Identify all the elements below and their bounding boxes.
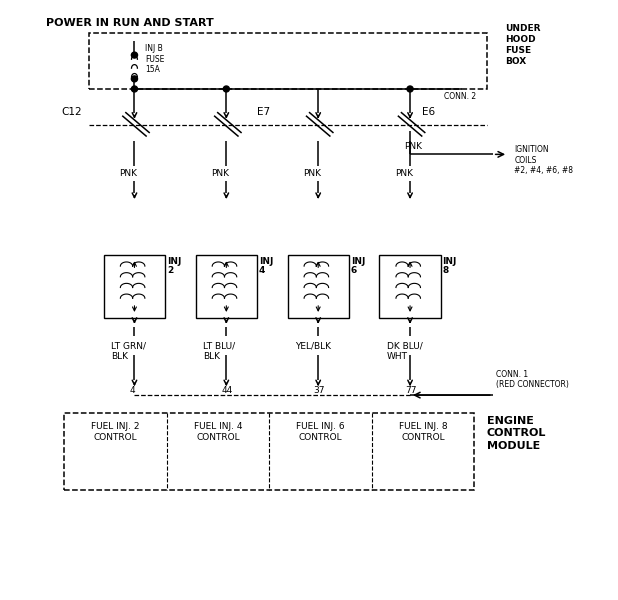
Text: 77: 77 xyxy=(405,386,417,395)
Text: PNK: PNK xyxy=(404,142,422,151)
Circle shape xyxy=(132,52,138,58)
Text: FUEL INJ. 8
CONTROL: FUEL INJ. 8 CONTROL xyxy=(399,422,447,442)
Text: E7: E7 xyxy=(257,107,270,117)
Text: FUEL INJ. 6
CONTROL: FUEL INJ. 6 CONTROL xyxy=(296,422,345,442)
Text: PNK: PNK xyxy=(395,169,413,178)
Bar xyxy=(379,256,441,318)
Text: YEL/BLK: YEL/BLK xyxy=(295,341,331,350)
Text: PNK: PNK xyxy=(211,169,229,178)
Text: CONN. 2: CONN. 2 xyxy=(444,92,476,101)
Text: INJ B
FUSE
15A: INJ B FUSE 15A xyxy=(145,44,165,74)
Text: 37: 37 xyxy=(313,386,325,395)
Bar xyxy=(88,32,486,89)
Text: PNK: PNK xyxy=(119,169,137,178)
Text: E6: E6 xyxy=(422,107,436,117)
Text: INJ
2: INJ 2 xyxy=(167,257,181,275)
Bar xyxy=(287,256,349,318)
Text: POWER IN RUN AND START: POWER IN RUN AND START xyxy=(46,17,213,28)
Text: C12: C12 xyxy=(61,107,82,117)
Text: PNK: PNK xyxy=(303,169,321,178)
Text: IGNITION
COILS
#2, #4, #6, #8: IGNITION COILS #2, #4, #6, #8 xyxy=(514,145,573,175)
Circle shape xyxy=(407,86,413,92)
Text: LT BLU/
BLK: LT BLU/ BLK xyxy=(203,341,235,361)
Circle shape xyxy=(132,86,138,92)
Text: 44: 44 xyxy=(221,386,232,395)
Text: FUEL INJ. 4
CONTROL: FUEL INJ. 4 CONTROL xyxy=(193,422,242,442)
Circle shape xyxy=(223,86,229,92)
Text: INJ
4: INJ 4 xyxy=(259,257,273,275)
Text: INJ
8: INJ 8 xyxy=(442,257,457,275)
Text: DK BLU/
WHT: DK BLU/ WHT xyxy=(387,341,423,361)
Text: LT GRN/
BLK: LT GRN/ BLK xyxy=(111,341,146,361)
Bar xyxy=(196,256,257,318)
Text: 4: 4 xyxy=(130,386,135,395)
Text: INJ
6: INJ 6 xyxy=(350,257,365,275)
Text: UNDER
HOOD
FUSE
BOX: UNDER HOOD FUSE BOX xyxy=(505,23,541,66)
Text: ENGINE
CONTROL
MODULE: ENGINE CONTROL MODULE xyxy=(486,416,546,451)
Text: CONN. 1
(RED CONNECTOR): CONN. 1 (RED CONNECTOR) xyxy=(496,370,569,389)
Bar xyxy=(64,413,475,490)
Bar xyxy=(104,256,165,318)
Circle shape xyxy=(132,76,138,82)
Text: FUEL INJ. 2
CONTROL: FUEL INJ. 2 CONTROL xyxy=(91,422,140,442)
